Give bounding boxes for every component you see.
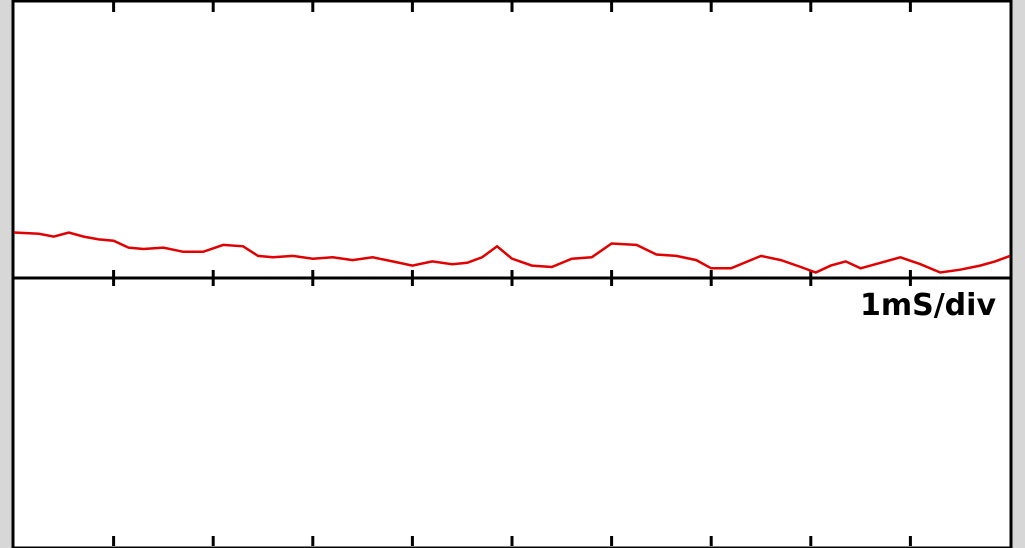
waveform-trace: [13, 231, 1011, 274]
division-ticks: [112, 2, 912, 546]
trace-line: [13, 231, 1011, 274]
timebase-label: 1mS/div: [860, 288, 996, 323]
